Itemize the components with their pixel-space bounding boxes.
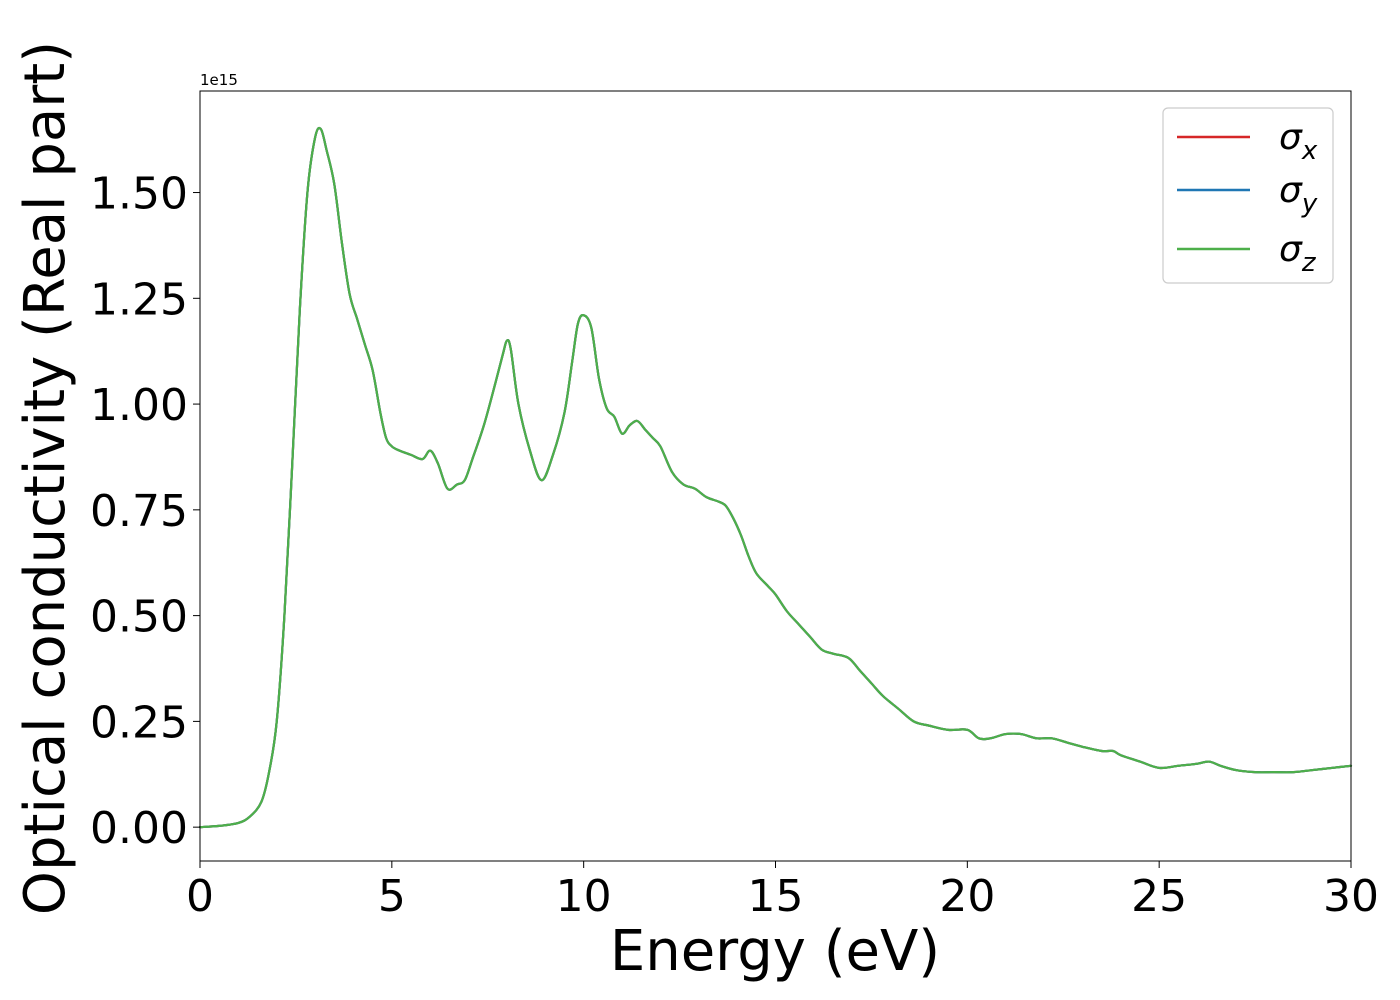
legend-subscript: z (1301, 248, 1317, 278)
x-tick-label: 25 (1131, 871, 1187, 922)
y-axis-title: Optical conductivity (Real part) (13, 41, 78, 915)
x-axis: 0 5 10 15 20 25 30 (186, 861, 1379, 922)
y-tick-label: 0.50 (90, 592, 188, 643)
x-axis-title: Energy (eV) (610, 919, 940, 984)
legend-entry: σx (1279, 117, 1318, 166)
x-tick-label: 15 (748, 871, 804, 922)
series-line-σz (198, 126, 1353, 829)
legend-entry: σz (1279, 229, 1317, 278)
y-offset-label: 1e15 (200, 71, 238, 89)
legend-symbol: σ (1279, 117, 1303, 158)
series-layer (198, 126, 1353, 829)
legend-subscript: y (1301, 189, 1318, 219)
x-tick-label: 5 (378, 871, 406, 922)
x-tick-label: 10 (556, 871, 612, 922)
legend-entry: σy (1279, 170, 1318, 219)
y-tick-label: 0.25 (90, 697, 188, 748)
legend-box (1162, 107, 1334, 284)
y-tick-label: 1.50 (90, 169, 188, 220)
y-tick-label: 1.00 (90, 380, 188, 431)
y-axis: 0.00 0.25 0.50 0.75 1.00 1.25 1.50 (90, 169, 200, 854)
y-tick-label: 1.25 (90, 274, 188, 325)
x-tick-label: 30 (1323, 871, 1379, 922)
legend-subscript: x (1301, 136, 1318, 166)
legend-symbol: σ (1279, 229, 1303, 270)
x-tick-label: 0 (186, 871, 214, 922)
x-tick-label: 20 (939, 871, 995, 922)
y-tick-label: 0.00 (90, 803, 188, 854)
legend-symbol: σ (1279, 170, 1303, 211)
y-tick-label: 0.75 (90, 486, 188, 537)
